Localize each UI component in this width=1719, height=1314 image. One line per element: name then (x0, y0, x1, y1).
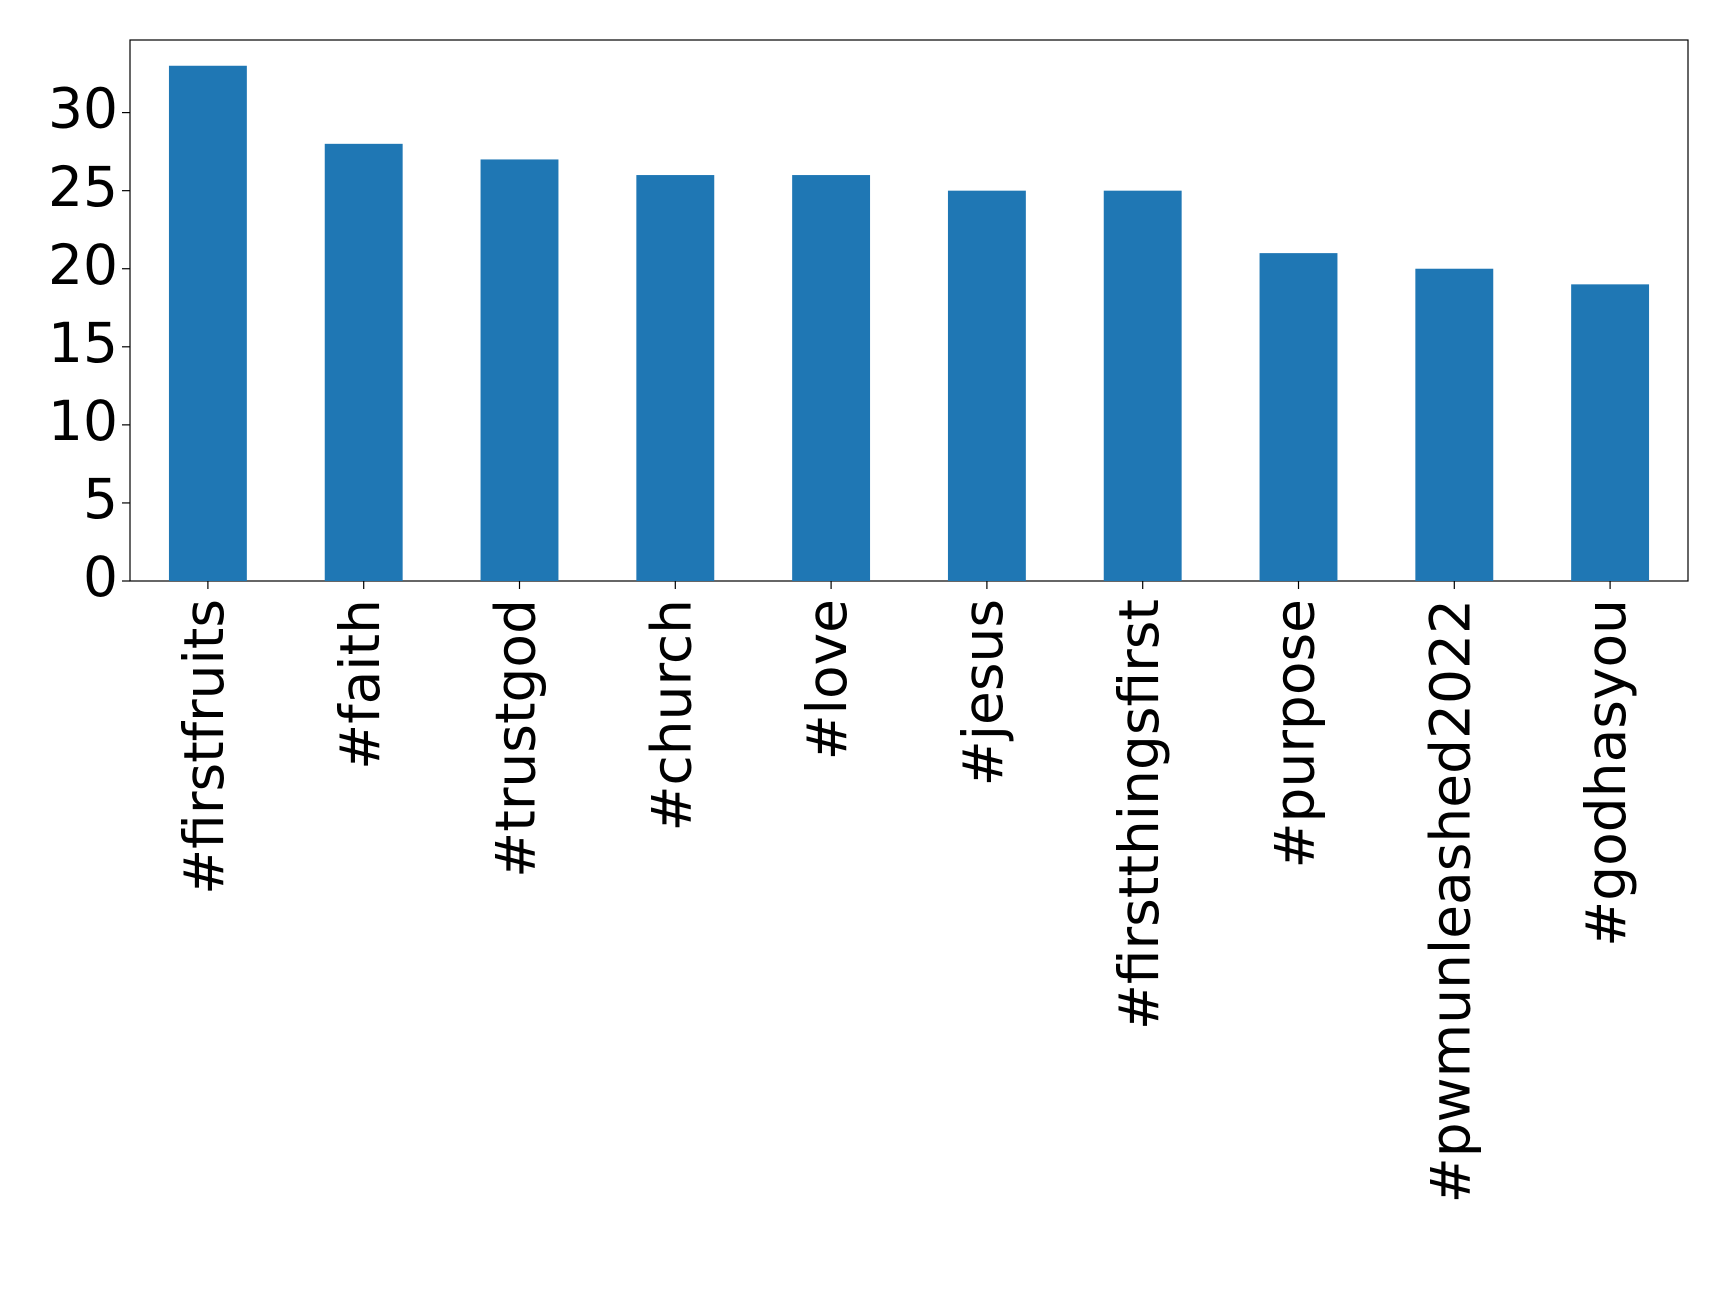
x-tick-label: #firstthingsfirst (1107, 599, 1171, 1030)
bar (324, 143, 403, 581)
bar (792, 175, 871, 581)
bar (1259, 253, 1338, 581)
x-tick-label: #faith (328, 599, 392, 770)
x-tick-label: #godhasyou (1574, 599, 1638, 947)
y-tick-label: 20 (48, 233, 118, 297)
bar (480, 159, 559, 581)
bar (1415, 268, 1494, 581)
bar (636, 175, 715, 581)
bar (1103, 190, 1182, 582)
x-tick-label: #love (795, 599, 859, 760)
bar (168, 65, 247, 581)
y-tick-label: 5 (83, 467, 118, 531)
bar (947, 190, 1026, 582)
y-tick-label: 0 (83, 545, 118, 609)
y-tick-label: 15 (48, 311, 118, 375)
x-tick-label: #trustgod (484, 599, 548, 878)
x-tick-label: #purpose (1263, 599, 1327, 869)
y-tick-label: 10 (48, 389, 118, 453)
x-tick-label: #firstfruits (172, 599, 236, 895)
x-tick-label: #pwmunleashed2022 (1418, 599, 1482, 1203)
y-tick-label: 30 (48, 77, 118, 141)
x-tick-label: #jesus (951, 599, 1015, 786)
bar (1571, 284, 1650, 581)
y-tick-label: 25 (48, 155, 118, 219)
x-tick-label: #church (639, 599, 703, 832)
plot-frame (129, 39, 1689, 582)
